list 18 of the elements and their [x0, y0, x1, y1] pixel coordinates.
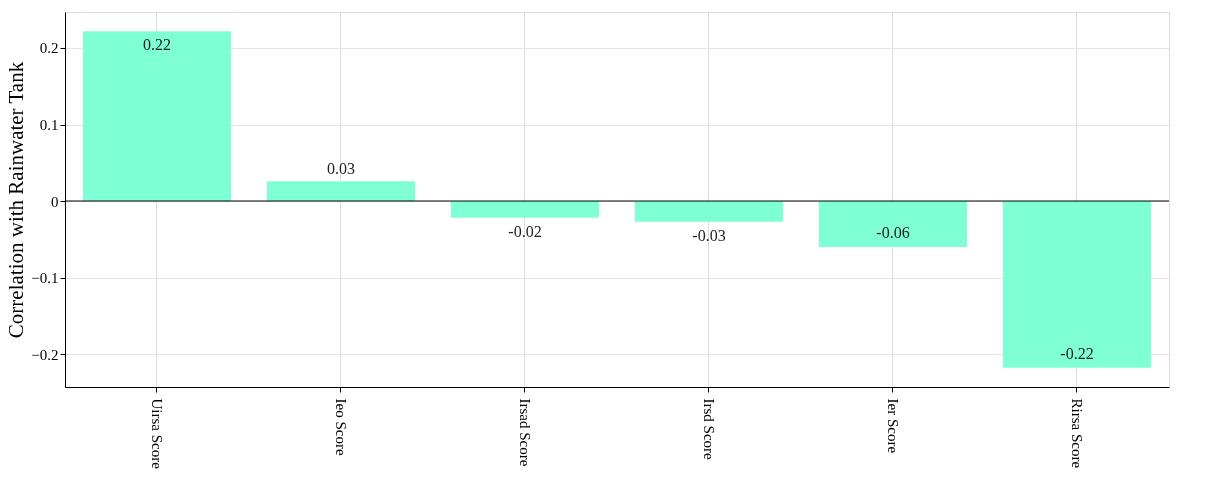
x-tick-label: Uirsa Score [149, 398, 165, 470]
x-tick-label: Irsad Score [517, 398, 533, 467]
data-label: -0.06 [876, 223, 910, 241]
data-label: -0.02 [508, 222, 542, 240]
y-tick-label: 0.2 [39, 40, 59, 57]
x-tick-label: Ieo Score [333, 398, 349, 456]
y-axis-title: Correlation with Rainwater Tank [4, 61, 29, 339]
y-tick-label: −0.1 [31, 270, 59, 287]
x-tick-label: Rirsa Score [1069, 398, 1085, 469]
data-label: -0.22 [1060, 344, 1094, 362]
y-tick-label: 0.1 [39, 117, 59, 133]
x-tick-label: Irsd Score [701, 398, 717, 461]
data-label: -0.03 [692, 226, 726, 244]
x-tick-label: Ier Score [885, 398, 901, 454]
data-label: 0.22 [143, 36, 171, 54]
data-label: 0.03 [327, 160, 355, 178]
y-tick-label: 0 [51, 193, 59, 210]
y-tick-label: −0.2 [31, 346, 59, 363]
